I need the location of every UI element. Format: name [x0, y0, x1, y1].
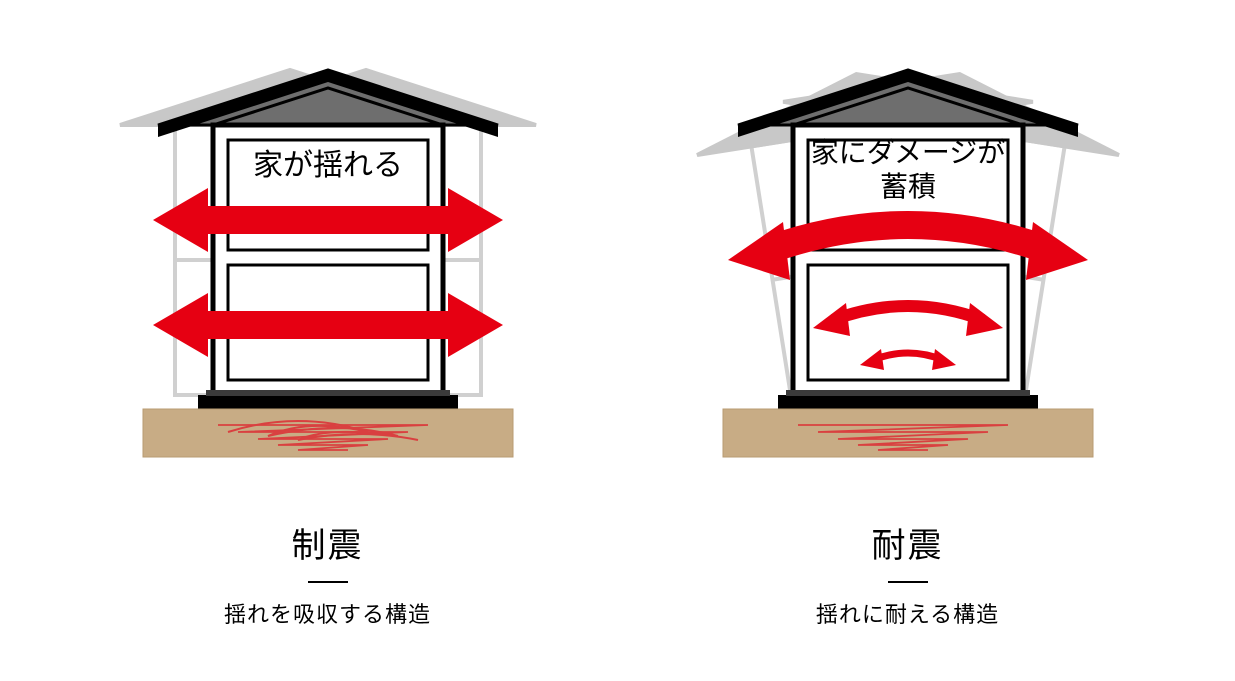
divider-left: [308, 581, 348, 583]
subtitle-right: 揺れに耐える構造: [816, 597, 999, 629]
panel-taishin: 家にダメージが 蓄積: [678, 20, 1138, 629]
subtitle-left: 揺れを吸収する構造: [224, 597, 431, 629]
panel-seishin: 家が揺れる: [98, 20, 558, 629]
divider-right: [888, 581, 928, 583]
title-right: 耐震: [872, 518, 944, 567]
diagram-container: 家が揺れる: [0, 0, 1235, 681]
diagram-left: 家が揺れる: [98, 20, 558, 500]
house-label-right-2: 蓄積: [879, 171, 935, 203]
house-label-left: 家が揺れる: [253, 149, 403, 182]
house-label-right-1: 家にダメージが: [810, 137, 1005, 169]
title-left: 制震: [292, 518, 364, 567]
diagram-right: 家にダメージが 蓄積: [678, 20, 1138, 500]
